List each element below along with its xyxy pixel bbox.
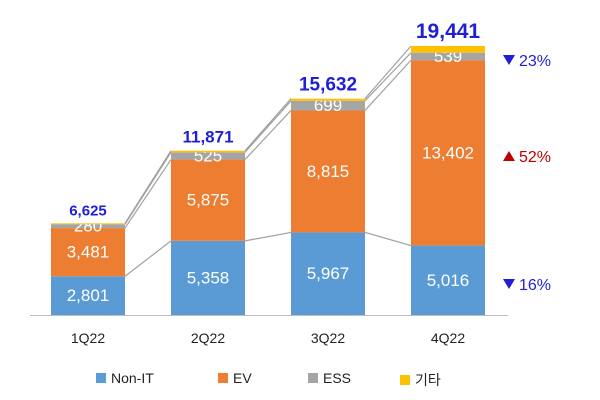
segment-value-label: 5,967 xyxy=(307,264,350,283)
legend-label-other: 기타 xyxy=(415,372,441,388)
category-label: 3Q22 xyxy=(311,330,345,346)
segment-value-label: 699 xyxy=(314,96,342,115)
up-arrow-icon xyxy=(503,151,515,161)
connector-line xyxy=(244,110,292,160)
legend-item-non-it: Non-IT xyxy=(96,370,154,386)
change-percent-label: 23% xyxy=(519,53,551,70)
bar-segment-non-it xyxy=(291,232,365,315)
change-indicator-non-it: 16% xyxy=(503,277,551,294)
down-arrow-icon xyxy=(503,55,515,65)
bar-segment-ev xyxy=(51,228,125,277)
total-value-label: 11,871 xyxy=(182,128,233,147)
segment-value-label: 3,481 xyxy=(67,243,110,262)
connector-line xyxy=(364,231,412,247)
segment-value-label: 5,016 xyxy=(427,271,470,290)
bar-segment-non-it xyxy=(411,245,485,315)
legend-item-ev: EV xyxy=(218,370,252,386)
category-label: 4Q22 xyxy=(431,330,465,346)
bar-segment-non-it xyxy=(171,240,245,315)
bar-segment-- xyxy=(411,46,485,53)
total-value-label: 19,441 xyxy=(416,20,481,43)
legend-label-ev: EV xyxy=(233,370,252,386)
connector-lines xyxy=(124,45,412,277)
segment-value-label: 5,875 xyxy=(187,191,230,210)
change-indicator-ess: 23% xyxy=(503,53,551,70)
connector-line xyxy=(244,100,292,153)
legend-swatch-ev xyxy=(218,373,228,383)
bar-segment-- xyxy=(171,150,245,153)
segment-value-label: 2,801 xyxy=(67,286,110,305)
bar-segment-ev xyxy=(411,60,485,246)
bar-segment-ess xyxy=(171,152,245,160)
change-percent-label: 52% xyxy=(519,149,551,166)
legend: Non-IT EV ESS 기타 xyxy=(0,366,600,390)
bar-segment-ev xyxy=(291,110,365,233)
bar-segment-ess xyxy=(291,100,365,111)
legend-swatch-non-it xyxy=(96,373,106,383)
legend-item-other: 기타 xyxy=(400,370,441,390)
total-value-label: 6,625 xyxy=(69,202,107,219)
down-arrow-icon xyxy=(503,279,515,289)
bar-segment-ess xyxy=(411,52,485,61)
total-value-label: 15,632 xyxy=(299,75,357,96)
change-percent-label: 16% xyxy=(519,277,551,294)
category-label: 2Q22 xyxy=(191,330,225,346)
bar-segment-- xyxy=(291,98,365,101)
connector-line xyxy=(124,159,172,229)
connector-line xyxy=(244,98,292,152)
connector-line xyxy=(124,150,172,224)
connector-line xyxy=(124,240,172,277)
legend-label-ess: ESS xyxy=(323,370,352,386)
connector-line xyxy=(244,231,292,242)
legend-label-non-it: Non-IT xyxy=(111,370,154,386)
bar-segment-ev xyxy=(171,159,245,241)
segment-value-label: 5,358 xyxy=(187,268,230,287)
connector-line xyxy=(364,59,412,111)
legend-swatch-ess xyxy=(308,373,318,383)
bar-segment-ess xyxy=(51,224,125,229)
category-label: 1Q22 xyxy=(71,330,105,346)
change-indicator-ev: 52% xyxy=(503,149,551,166)
bar-segment-non-it xyxy=(51,276,125,315)
segment-value-label: 280 xyxy=(74,217,102,236)
segment-value-label: 8,815 xyxy=(307,162,350,181)
connector-line xyxy=(364,45,412,100)
segment-value-label: 525 xyxy=(194,146,222,165)
connector-line xyxy=(364,52,412,102)
legend-item-ess: ESS xyxy=(308,370,351,386)
legend-swatch-other xyxy=(400,375,410,385)
segment-value-label: 13,402 xyxy=(422,143,474,162)
bar-segment-- xyxy=(51,223,125,225)
